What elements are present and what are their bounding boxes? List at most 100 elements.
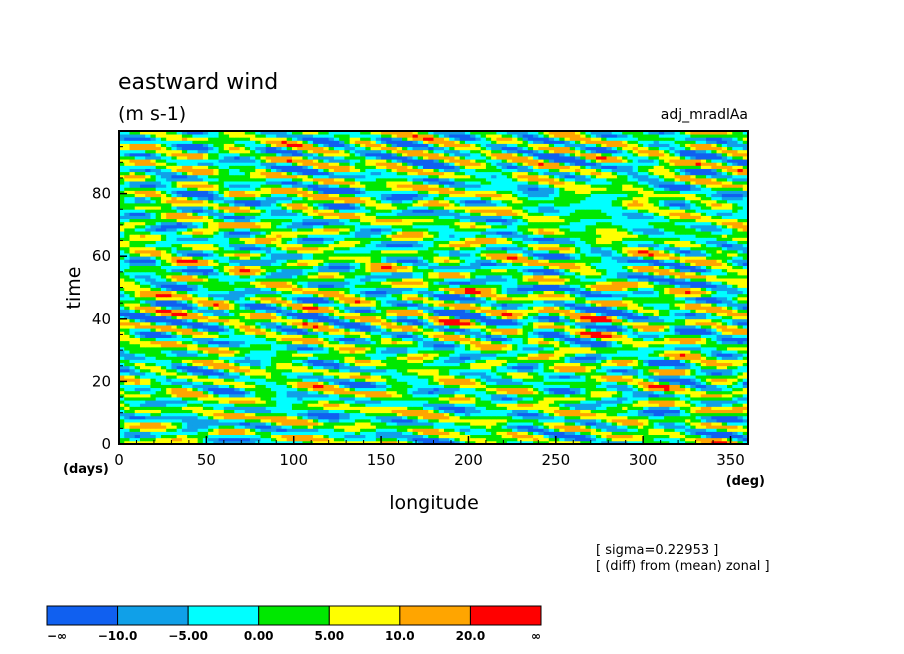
heatmap-cell <box>328 437 335 442</box>
heatmap-cell <box>129 440 136 445</box>
heatmap-cell <box>423 381 429 385</box>
heatmap-cell <box>176 315 183 320</box>
heatmap-cell <box>244 350 251 354</box>
heatmap-cell <box>181 381 188 385</box>
heatmap-cell <box>727 400 733 404</box>
heatmap-cell <box>208 397 214 401</box>
heatmap-cell <box>286 425 293 429</box>
heatmap-cell <box>244 437 251 442</box>
heatmap-cell <box>223 350 230 354</box>
heatmap-cell <box>433 409 440 414</box>
heatmap-cell <box>208 375 214 379</box>
heatmap-cell <box>721 343 728 348</box>
heatmap-cell <box>281 356 288 360</box>
heatmap-cell <box>449 415 455 420</box>
heatmap-cell <box>543 350 550 354</box>
heatmap-cell <box>328 397 335 401</box>
heatmap-cell <box>616 415 623 420</box>
heatmap-cell <box>706 390 712 395</box>
heatmap-cell <box>208 340 214 345</box>
heatmap-cell <box>475 403 482 407</box>
heatmap-cell <box>139 406 146 410</box>
heatmap-cell <box>685 415 691 420</box>
heatmap-cell <box>711 412 717 417</box>
heatmap-cell <box>166 375 172 379</box>
heatmap-cell <box>344 428 351 432</box>
heatmap-cell <box>559 418 565 423</box>
heatmap-cell <box>176 334 183 338</box>
heatmap-cell <box>721 403 728 407</box>
heatmap-cell <box>307 393 314 398</box>
heatmap-cell <box>386 312 392 317</box>
heatmap-cell <box>637 393 644 398</box>
heatmap-cell <box>192 328 199 332</box>
heatmap-cell <box>658 328 665 332</box>
heatmap-cell <box>145 378 151 382</box>
heatmap-cell <box>286 343 293 348</box>
heatmap-cell <box>575 362 581 367</box>
heatmap-cell <box>716 318 723 323</box>
heatmap-cell <box>150 318 157 323</box>
heatmap-cell <box>643 337 649 342</box>
heatmap-cell <box>129 409 136 414</box>
heatmap-cell <box>307 409 314 414</box>
heatmap-cell <box>616 418 623 423</box>
heatmap-cell <box>496 393 503 398</box>
heatmap-cell <box>417 403 424 407</box>
heatmap-cell <box>449 312 455 317</box>
heatmap-cell <box>291 412 298 417</box>
heatmap-cell <box>459 434 466 439</box>
heatmap-cell <box>318 328 324 332</box>
heatmap-cell <box>286 393 293 398</box>
heatmap-cell <box>611 440 618 445</box>
heatmap-cell <box>307 375 314 379</box>
heatmap-cell <box>250 390 256 395</box>
heatmap-cell <box>669 321 676 326</box>
heatmap-cell <box>349 440 356 445</box>
heatmap-cell <box>402 431 408 436</box>
heatmap-cell <box>276 362 282 367</box>
heatmap-cell <box>176 353 183 357</box>
heatmap-cell <box>538 390 544 395</box>
heatmap-cell <box>475 412 482 417</box>
heatmap-cell <box>166 437 172 442</box>
heatmap-cell <box>260 403 267 407</box>
heatmap-cell <box>312 359 319 364</box>
heatmap-cell <box>417 387 424 392</box>
heatmap-cell <box>585 440 592 445</box>
heatmap-cell <box>606 321 613 326</box>
heatmap-cell <box>491 412 497 417</box>
heatmap-cell <box>213 440 219 445</box>
heatmap-cell <box>119 328 125 332</box>
heatmap-cell <box>506 328 513 332</box>
heatmap-cell <box>637 334 644 338</box>
heatmap-cell <box>354 368 361 373</box>
heatmap-cell <box>695 415 702 420</box>
heatmap-cell <box>312 340 319 345</box>
heatmap-cell <box>286 431 293 436</box>
heatmap-cell <box>192 362 199 367</box>
heatmap-cell <box>192 340 199 345</box>
heatmap-cell <box>674 318 681 323</box>
heatmap-cell <box>344 350 351 354</box>
heatmap-cell <box>417 353 424 357</box>
heatmap-cell <box>386 340 392 345</box>
heatmap-cell <box>658 368 665 373</box>
heatmap-cell <box>454 406 461 410</box>
heatmap-cell <box>124 378 130 382</box>
heatmap-cell <box>595 375 602 379</box>
heatmap-cell <box>391 350 398 354</box>
heatmap-cell <box>559 378 565 382</box>
heatmap-cell <box>727 334 733 338</box>
heatmap-cell <box>449 346 455 351</box>
heatmap-cell <box>595 425 602 429</box>
heatmap-cell <box>470 350 476 354</box>
heatmap-cell <box>575 415 581 420</box>
heatmap-cell <box>679 359 686 364</box>
heatmap-cell <box>229 418 235 423</box>
heatmap-cell <box>223 375 230 379</box>
heatmap-cell <box>548 381 555 385</box>
heatmap-cell <box>187 400 193 404</box>
heatmap-cell <box>417 412 424 417</box>
heatmap-cell <box>716 434 723 439</box>
